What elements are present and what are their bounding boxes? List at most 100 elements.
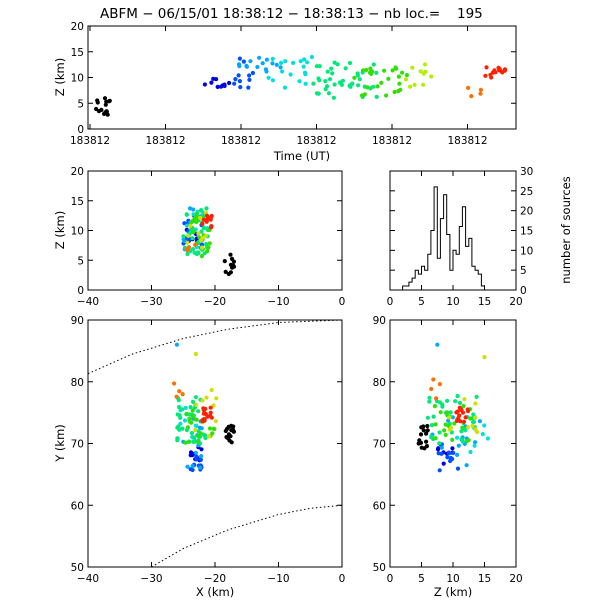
plan-view-ticks: −40 −30 −20 −10 0 50 60 70 80 90: [71, 315, 346, 585]
source-point: [189, 431, 194, 436]
source-point: [190, 236, 195, 241]
source-point: [326, 91, 331, 96]
source-point: [222, 82, 227, 87]
source-point: [200, 419, 205, 424]
source-point: [437, 430, 442, 435]
source-point: [497, 66, 502, 71]
source-point: [437, 441, 442, 446]
source-point: [489, 75, 494, 80]
source-point: [223, 269, 228, 274]
y-tick-label: 25: [520, 186, 533, 198]
x-tick-label: 0: [339, 573, 346, 585]
source-point: [224, 435, 229, 440]
histogram-marks: [402, 186, 485, 290]
source-point: [431, 377, 436, 382]
source-point: [191, 229, 196, 235]
x-tick-label: 10: [446, 296, 459, 308]
source-point: [421, 82, 426, 87]
source-point: [176, 398, 181, 403]
x-tick-label: 0: [387, 573, 394, 585]
source-point: [226, 271, 231, 277]
source-point: [204, 206, 209, 211]
source-point: [478, 87, 483, 92]
source-point: [193, 450, 198, 455]
source-point: [229, 440, 234, 445]
source-point: [404, 73, 409, 78]
source-point: [193, 427, 198, 433]
source-point: [427, 399, 432, 404]
source-point: [364, 67, 369, 73]
source-point: [455, 452, 460, 457]
source-point: [400, 70, 405, 75]
y-tick-label: 10: [71, 73, 84, 85]
x-tick-label: 15: [478, 296, 491, 308]
source-point: [435, 342, 440, 347]
source-point: [199, 454, 204, 459]
source-point: [482, 423, 487, 428]
source-point: [204, 219, 209, 224]
source-point: [431, 414, 436, 419]
source-point: [352, 75, 357, 80]
source-point: [303, 81, 308, 86]
y-tick-label: 20: [71, 21, 84, 33]
source-point: [323, 79, 328, 84]
source-point: [236, 62, 242, 67]
x-tick-label: 183812: [447, 135, 487, 147]
source-point: [95, 100, 100, 105]
source-point: [174, 342, 179, 347]
source-point: [474, 394, 479, 399]
source-point: [231, 424, 236, 429]
y-tick-label: 60: [373, 500, 386, 512]
source-point: [466, 85, 471, 90]
source-point: [379, 80, 384, 85]
source-point: [181, 234, 186, 239]
source-point: [183, 405, 188, 410]
source-point: [451, 450, 456, 455]
time-height-ylabel: Z (km): [53, 58, 67, 96]
source-point: [311, 81, 316, 86]
y-tick-label: 70: [71, 439, 84, 451]
source-point: [455, 466, 461, 471]
source-point: [102, 111, 107, 116]
source-point: [199, 242, 205, 247]
xz-side-marks: [181, 206, 237, 277]
source-point: [193, 242, 198, 247]
source-point: [94, 106, 99, 112]
source-point: [212, 426, 217, 432]
source-point: [447, 415, 452, 420]
source-point: [450, 437, 455, 442]
source-point: [199, 254, 204, 259]
source-point: [446, 418, 451, 423]
x-tick-label: 5: [418, 296, 425, 308]
histogram-bar: [406, 286, 409, 290]
source-point: [196, 251, 201, 256]
zy-side-xlabel: Z (km): [434, 585, 472, 599]
time-height-marks: [94, 54, 508, 117]
histogram-bar: [466, 246, 469, 290]
source-point: [247, 77, 252, 82]
source-point: [177, 389, 182, 394]
source-point: [177, 413, 182, 418]
source-point: [264, 57, 269, 62]
source-point: [422, 62, 428, 67]
source-point: [317, 78, 322, 83]
source-point: [185, 240, 190, 245]
source-point: [443, 432, 448, 437]
histogram-outline: [402, 186, 485, 290]
source-point: [266, 75, 271, 80]
source-point: [184, 411, 189, 416]
source-point: [441, 461, 446, 466]
source-point: [429, 74, 434, 79]
source-point: [238, 85, 243, 90]
source-point: [270, 61, 275, 66]
source-point: [196, 439, 201, 444]
source-point: [453, 399, 458, 404]
source-point: [199, 238, 204, 243]
source-point: [185, 464, 190, 469]
source-point: [421, 71, 426, 76]
x-tick-label: 20: [509, 296, 522, 308]
plan-view-ylabel: Y (km): [53, 424, 67, 463]
source-point: [443, 422, 448, 427]
source-point: [288, 72, 293, 77]
source-point: [244, 63, 249, 68]
